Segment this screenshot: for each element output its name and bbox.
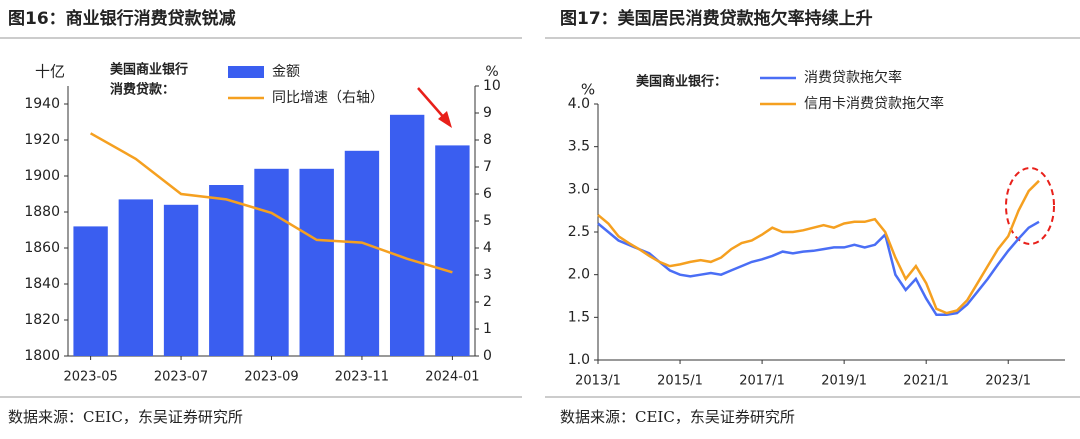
y-tick-label: 3.5 — [568, 139, 590, 155]
y2-tick-label: 5 — [483, 213, 492, 229]
bar — [435, 145, 470, 356]
bar — [299, 168, 334, 356]
legend-label: 同比增速（右轴） — [272, 90, 384, 106]
y-tick-label: 1880 — [24, 204, 60, 220]
legend-title: 美国商业银行 — [110, 62, 188, 78]
x-tick-label: 2023-05 — [63, 370, 117, 385]
y-tick-label: 1900 — [24, 168, 60, 184]
y2-tick-label: 1 — [483, 321, 492, 337]
bar — [389, 114, 425, 356]
x-tick-label: 2021/1 — [903, 374, 949, 389]
x-tick-label: 2013/1 — [575, 374, 621, 389]
chart-title: 图16：商业银行消费贷款锐减 — [8, 8, 236, 29]
y2-tick-label: 7 — [483, 159, 492, 175]
series-line — [597, 220, 1040, 317]
y2-tick-label: 9 — [483, 105, 492, 121]
bar — [209, 185, 244, 356]
legend-label: 金额 — [272, 64, 300, 80]
y2-tick-label: 10 — [483, 78, 501, 94]
y2-tick-label: 4 — [483, 240, 492, 256]
x-tick-label: 2023-07 — [154, 370, 208, 385]
chart-title: 图17：美国居民消费贷款拖欠率持续上升 — [560, 8, 873, 29]
x-tick-label: 2017/1 — [739, 374, 785, 389]
bar — [73, 226, 108, 356]
legend-swatch — [228, 66, 264, 78]
legend-title: 消费贷款： — [110, 82, 175, 98]
y-tick-label: 1840 — [24, 276, 60, 292]
y-tick-label: 1800 — [24, 348, 60, 364]
y-tick-label: 1820 — [24, 312, 60, 328]
x-tick-label: 2023-11 — [335, 370, 389, 385]
red-arrow — [417, 87, 452, 128]
y2-tick-label: 0 — [483, 348, 492, 364]
y2-tick-label: 8 — [483, 132, 492, 148]
y2-tick-label: 2 — [483, 294, 492, 310]
y2-axis-label: % — [485, 64, 498, 80]
legend-title: 美国商业银行： — [636, 74, 727, 90]
legend-label: 信用卡消费贷款拖欠率 — [804, 95, 944, 112]
bar — [254, 168, 289, 356]
y-tick-label: 1.5 — [568, 309, 590, 325]
legend-label: 消费贷款拖欠率 — [804, 69, 902, 86]
bar — [163, 204, 199, 356]
y2-tick-label: 6 — [483, 186, 492, 202]
y-tick-label: 1940 — [24, 96, 60, 112]
y-tick-label: 1860 — [24, 240, 60, 256]
y-tick-label: 3.0 — [568, 181, 590, 197]
y-tick-label: 4.0 — [568, 96, 590, 112]
x-tick-label: 2023/1 — [985, 374, 1031, 389]
y-axis-label: 十亿 — [35, 63, 65, 81]
series-line — [89, 132, 453, 274]
y-tick-label: 2.5 — [568, 224, 590, 240]
x-tick-label: 2024-01 — [425, 370, 479, 385]
source-note: 数据来源：CEIC，东吴证券研究所 — [8, 408, 243, 426]
source-note: 数据来源：CEIC，东吴证券研究所 — [560, 408, 795, 426]
y-tick-label: 1920 — [24, 132, 60, 148]
x-tick-label: 2019/1 — [821, 374, 867, 389]
y-tick-label: 1.0 — [568, 352, 590, 368]
x-tick-label: 2023-09 — [244, 370, 298, 385]
y-axis-label: % — [581, 81, 595, 99]
series-line — [597, 179, 1040, 315]
y-tick-label: 2.0 — [568, 267, 590, 283]
bar — [118, 199, 154, 356]
bar — [344, 150, 380, 356]
x-tick-label: 2015/1 — [657, 374, 703, 389]
highlight-ellipse — [1005, 167, 1055, 245]
y2-tick-label: 3 — [483, 267, 492, 283]
